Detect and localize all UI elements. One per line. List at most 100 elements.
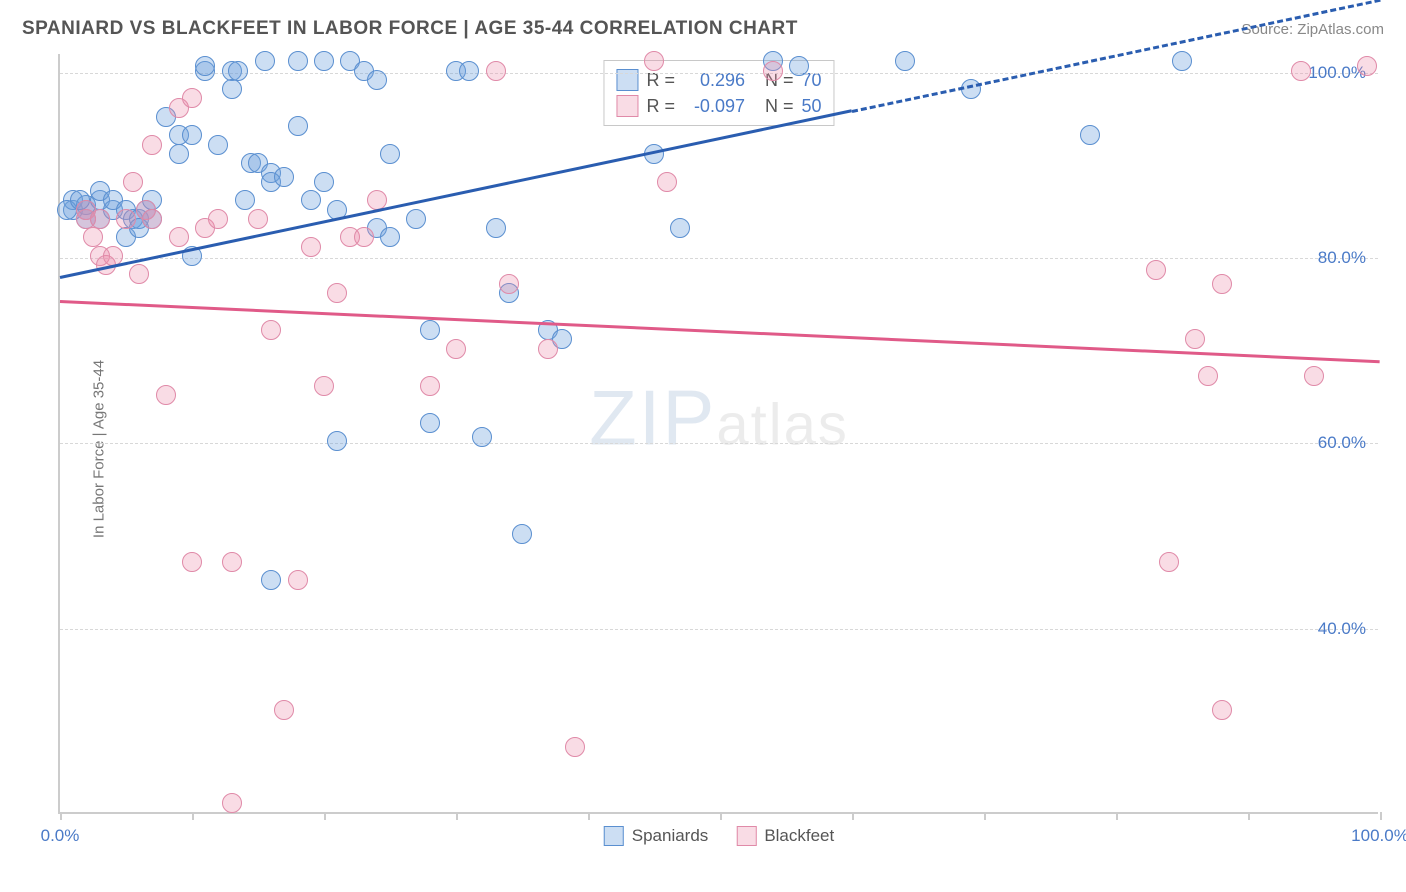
x-tick xyxy=(1380,812,1382,820)
legend-r-value: 0.296 xyxy=(683,67,745,93)
legend-swatch xyxy=(616,95,638,117)
scatter-point xyxy=(512,524,532,544)
scatter-point xyxy=(314,376,334,396)
scatter-point xyxy=(895,51,915,71)
scatter-point xyxy=(228,61,248,81)
scatter-point xyxy=(235,190,255,210)
scatter-point xyxy=(1304,366,1324,386)
scatter-point xyxy=(1146,260,1166,280)
chart-area: In Labor Force | Age 35-44 ZIPatlas R =0… xyxy=(18,54,1388,844)
legend-r-label: R = xyxy=(646,93,675,119)
scatter-point xyxy=(90,209,110,229)
legend-r-value: -0.097 xyxy=(683,93,745,119)
chart-header: SPANIARD VS BLACKFEET IN LABOR FORCE | A… xyxy=(0,0,1406,48)
series-legend-item: Blackfeet xyxy=(736,826,834,846)
trend-line xyxy=(60,300,1380,363)
scatter-point xyxy=(486,61,506,81)
scatter-point xyxy=(327,283,347,303)
scatter-point xyxy=(142,209,162,229)
scatter-point xyxy=(354,227,374,247)
chart-title: SPANIARD VS BLACKFEET IN LABOR FORCE | A… xyxy=(22,18,798,40)
scatter-point xyxy=(420,320,440,340)
gridline xyxy=(60,629,1378,630)
scatter-point xyxy=(288,51,308,71)
scatter-point xyxy=(288,116,308,136)
scatter-point xyxy=(129,264,149,284)
scatter-point xyxy=(261,320,281,340)
x-tick xyxy=(1248,812,1250,820)
scatter-point xyxy=(301,237,321,257)
series-legend-label: Blackfeet xyxy=(764,826,834,846)
scatter-point xyxy=(274,700,294,720)
scatter-point xyxy=(116,209,136,229)
legend-row: R =-0.097N =50 xyxy=(616,93,821,119)
scatter-point xyxy=(327,431,347,451)
scatter-point xyxy=(420,413,440,433)
scatter-point xyxy=(123,172,143,192)
x-tick xyxy=(1116,812,1118,820)
scatter-point xyxy=(789,56,809,76)
scatter-point xyxy=(195,56,215,76)
scatter-point xyxy=(1198,366,1218,386)
scatter-point xyxy=(657,172,677,192)
legend-swatch xyxy=(736,826,756,846)
scatter-point xyxy=(1212,274,1232,294)
scatter-point xyxy=(314,51,334,71)
y-tick-label: 40.0% xyxy=(1318,619,1366,639)
x-tick xyxy=(60,812,62,820)
watermark-atlas: atlas xyxy=(716,392,849,457)
scatter-point xyxy=(169,144,189,164)
scatter-point xyxy=(1185,329,1205,349)
scatter-point xyxy=(83,227,103,247)
y-tick-label: 60.0% xyxy=(1318,433,1366,453)
scatter-point xyxy=(288,570,308,590)
scatter-point xyxy=(763,61,783,81)
scatter-point xyxy=(446,339,466,359)
scatter-point xyxy=(208,135,228,155)
gridline xyxy=(60,443,1378,444)
scatter-point xyxy=(1291,61,1311,81)
x-tick xyxy=(324,812,326,820)
x-tick xyxy=(852,812,854,820)
scatter-point xyxy=(1080,125,1100,145)
scatter-point xyxy=(142,135,162,155)
scatter-point xyxy=(670,218,690,238)
scatter-point xyxy=(1159,552,1179,572)
scatter-point xyxy=(499,274,519,294)
series-legend-item: Spaniards xyxy=(604,826,709,846)
scatter-point xyxy=(406,209,426,229)
scatter-point xyxy=(1172,51,1192,71)
scatter-point xyxy=(1357,56,1377,76)
legend-n-label: N = xyxy=(765,93,794,119)
scatter-point xyxy=(261,570,281,590)
plot-region: ZIPatlas R =0.296N =70R =-0.097N =50 Spa… xyxy=(58,54,1378,814)
x-tick-label: 100.0% xyxy=(1351,826,1406,846)
scatter-point xyxy=(169,227,189,247)
y-tick-label: 80.0% xyxy=(1318,248,1366,268)
scatter-point xyxy=(208,209,228,229)
watermark: ZIPatlas xyxy=(589,372,849,463)
scatter-point xyxy=(248,209,268,229)
scatter-point xyxy=(472,427,492,447)
scatter-point xyxy=(274,167,294,187)
scatter-point xyxy=(222,552,242,572)
x-tick-label: 0.0% xyxy=(41,826,80,846)
scatter-point xyxy=(486,218,506,238)
gridline xyxy=(60,258,1378,259)
x-tick xyxy=(192,812,194,820)
scatter-point xyxy=(314,172,334,192)
scatter-point xyxy=(182,125,202,145)
scatter-point xyxy=(182,88,202,108)
x-tick xyxy=(720,812,722,820)
scatter-point xyxy=(1212,700,1232,720)
scatter-point xyxy=(644,51,664,71)
scatter-point xyxy=(380,227,400,247)
scatter-point xyxy=(367,70,387,90)
series-legend: Spaniards Blackfeet xyxy=(604,826,835,846)
gridline xyxy=(60,73,1378,74)
scatter-point xyxy=(255,51,275,71)
scatter-point xyxy=(420,376,440,396)
x-tick xyxy=(984,812,986,820)
scatter-point xyxy=(459,61,479,81)
scatter-point xyxy=(222,79,242,99)
